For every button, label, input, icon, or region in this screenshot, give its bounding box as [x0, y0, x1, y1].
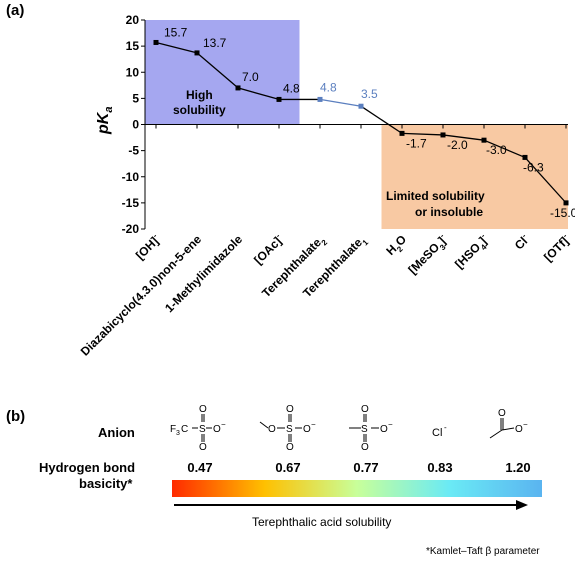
hbb-label-line1: Hydrogen bond — [39, 460, 136, 475]
hbb-label-line2: basicity* — [79, 476, 133, 491]
y-tick-label: 5 — [132, 91, 139, 105]
high-solubility-label-2: solubility — [173, 103, 226, 117]
beta-value-triflate: 0.47 — [187, 460, 213, 475]
y-tick-label: -10 — [122, 170, 140, 184]
series-line-segment — [524, 156, 567, 204]
data-label: 3.5 — [361, 87, 378, 101]
data-point — [317, 96, 323, 102]
svg-text:−: − — [523, 420, 528, 429]
anion-row-label: Anion — [98, 425, 135, 440]
beta-value-methyl-sulfate: 0.67 — [275, 460, 301, 475]
y-tick-label: 0 — [132, 118, 139, 132]
svg-text:O: O — [286, 404, 294, 415]
series-line-segment — [155, 41, 198, 54]
y-tick-label: 10 — [126, 65, 140, 79]
svg-text:O: O — [199, 442, 207, 450]
data-point — [194, 50, 200, 56]
series-line-segment — [483, 139, 526, 159]
x-category-label: [HSO4]- — [451, 231, 493, 273]
chloride-icon: Cl - — [432, 423, 447, 439]
y-axis-label: pKa — [95, 107, 115, 135]
x-category-label: [OAc]- — [251, 231, 287, 267]
footnote: *Kamlet–Taft β parameter — [426, 546, 540, 557]
series-line-segment — [401, 132, 444, 136]
high-solubility-label: High — [186, 88, 213, 102]
svg-text:O: O — [303, 424, 311, 435]
limited-solubility-label-2: or insoluble — [415, 205, 483, 219]
data-label: 4.8 — [283, 81, 300, 95]
x-category-label: 1-Methylimidazole — [162, 232, 245, 315]
series-line-segment — [360, 105, 403, 134]
series-line-segment — [237, 87, 280, 101]
svg-text:O: O — [361, 442, 369, 450]
data-point — [481, 137, 487, 143]
basicity-gradient-bar — [172, 480, 542, 497]
high-solubility-region — [145, 20, 300, 125]
y-tick-label: -20 — [122, 222, 140, 236]
beta-value-acetate: 1.20 — [505, 460, 531, 475]
svg-text:O: O — [380, 424, 388, 435]
limited-solubility-label: Limited solubility — [386, 189, 485, 203]
solubility-arrow-label: Terephthalic acid solubility — [252, 515, 392, 529]
data-label: 4.8 — [320, 80, 337, 94]
y-tick-label: 15 — [126, 39, 140, 53]
x-category-label: [MeSO3]- — [405, 231, 453, 279]
y-tick-label: 20 — [126, 13, 140, 27]
series-line-segment — [442, 134, 485, 141]
data-point — [276, 96, 282, 102]
x-category-label: [OTf]- — [540, 231, 573, 264]
data-point — [399, 130, 405, 136]
svg-text:O: O — [515, 424, 523, 435]
svg-text:−: − — [221, 420, 226, 429]
data-label: 15.7 — [164, 25, 188, 39]
y-tick-label: -15 — [122, 196, 140, 210]
triflate-prefix-tail: C — [181, 424, 188, 435]
pka-chart: 20151050-5-10-15-20pKa[OH]-Diazabicyclo(… — [78, 13, 575, 359]
svg-text:−: − — [388, 420, 393, 429]
beta-value-methanesulfonate: 0.77 — [353, 460, 379, 475]
svg-text:S: S — [286, 424, 293, 435]
y-tick-label: -5 — [128, 144, 139, 158]
svg-text:O: O — [498, 408, 506, 419]
x-category-label: H2O — [383, 232, 411, 260]
svg-text:O: O — [286, 442, 294, 450]
svg-text:O: O — [199, 404, 207, 415]
data-point — [440, 132, 446, 138]
series-line-segment — [319, 98, 362, 107]
svg-text:−: − — [311, 420, 316, 429]
x-category-label: Cl- — [511, 231, 532, 252]
solubility-arrow-icon — [174, 500, 528, 510]
svg-text:O: O — [213, 424, 221, 435]
data-label: 13.7 — [203, 36, 227, 50]
data-label: -1.7 — [406, 136, 427, 150]
acetate-icon: O O − — [486, 402, 546, 450]
data-point — [235, 85, 241, 91]
svg-text:S: S — [199, 424, 206, 435]
beta-value-chloride: 0.83 — [427, 460, 453, 475]
triflate-prefix-sub: 3 — [176, 430, 180, 437]
data-label: -15.0 — [550, 206, 575, 220]
svg-text:O: O — [361, 404, 369, 415]
triflate-prefix: F — [170, 424, 176, 435]
data-point — [522, 154, 528, 160]
panel-b-label: (b) — [6, 408, 26, 425]
low-solubility-region — [381, 124, 568, 229]
svg-text:O: O — [268, 424, 276, 435]
data-label: -2.0 — [447, 138, 468, 152]
svg-text:S: S — [361, 424, 368, 435]
data-point — [563, 200, 569, 206]
data-label: -6.3 — [523, 160, 544, 174]
data-label: -3.0 — [486, 143, 507, 157]
data-point — [153, 39, 159, 45]
panel-a-label: (a) — [6, 2, 25, 19]
data-label: 7.0 — [242, 70, 259, 84]
series-line-segment — [196, 52, 239, 89]
data-point — [358, 103, 364, 109]
